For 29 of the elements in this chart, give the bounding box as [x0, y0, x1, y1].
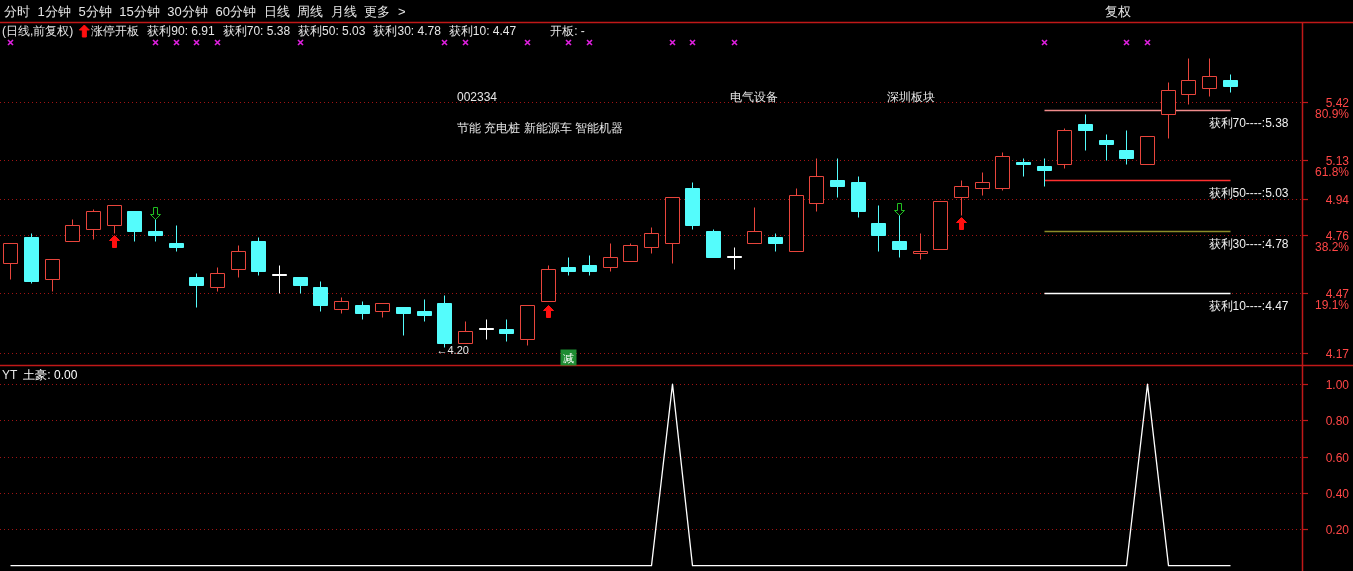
- annotation: 节能 充电桩 新能源车 智能机器: [457, 121, 623, 135]
- ref-label: 获利10----:4.47: [1208, 298, 1289, 313]
- annotation: 电气设备: [730, 90, 778, 104]
- ytick-label: 4.17: [1325, 346, 1349, 361]
- value-label: 减: [563, 351, 574, 364]
- annotation: 002334: [457, 90, 498, 104]
- annotation: 复权: [1105, 3, 1131, 19]
- annotation: 深圳板块: [887, 90, 935, 104]
- annotation: 开板: -: [550, 24, 585, 38]
- legend-label: 涨停开板: [91, 24, 140, 38]
- ytick-label: 0.80: [1325, 413, 1349, 428]
- annotation: 获利50: 5.03: [298, 24, 366, 38]
- annotation: ←4.20: [436, 343, 469, 356]
- title: YT: [2, 368, 18, 382]
- annotation: 获利30: 4.78: [373, 24, 441, 38]
- ytick-label: 0.40: [1325, 486, 1349, 501]
- ref-label: 获利70----:5.38: [1208, 115, 1289, 130]
- ytick-label: 1.00: [1325, 377, 1349, 392]
- title: (日线,前复权): [2, 24, 74, 38]
- ref-label: 获利50----:5.03: [1208, 185, 1289, 200]
- legend-label: 土豪: 0.00: [23, 368, 78, 382]
- ytick-label: 4.94: [1325, 192, 1349, 207]
- subtitle: 分时 1分钟 5分钟 15分钟 30分钟 60分钟 日线 周线 月线 更多 >: [4, 3, 406, 19]
- annotation: 获利70: 5.38: [222, 24, 291, 38]
- ytick-label: 0.60: [1325, 450, 1349, 465]
- ref-label: 获利30----:4.78: [1208, 236, 1289, 251]
- ytick-label: 0.20: [1325, 522, 1349, 537]
- annotation: 获利10: 4.47: [448, 24, 517, 38]
- annotation: 获利90: 6.91: [147, 24, 215, 38]
